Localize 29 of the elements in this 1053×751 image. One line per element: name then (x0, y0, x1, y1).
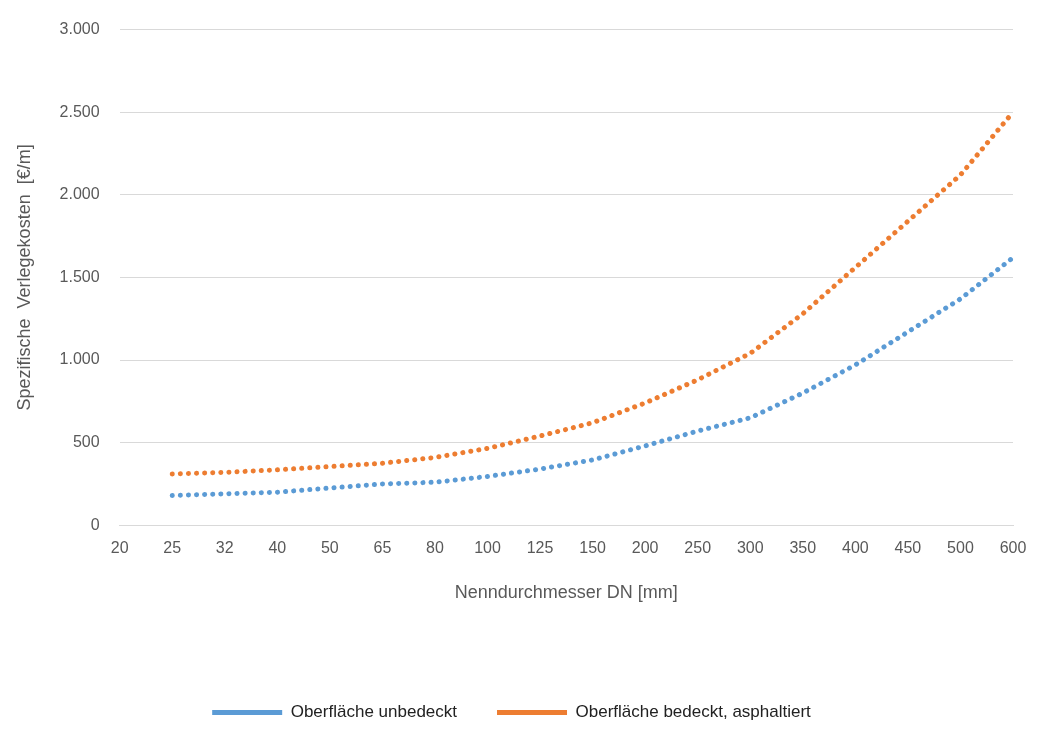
y-tick-label: 1.500 (59, 267, 100, 285)
x-tick-label: 80 (426, 539, 444, 557)
y-tick-label: 2.500 (59, 102, 100, 120)
x-tick-label: 200 (631, 539, 659, 557)
x-tick-label: 400 (842, 539, 869, 557)
x-tick-label: 65 (373, 539, 392, 557)
y-tick-label: 0 (90, 515, 100, 533)
x-tick-label: 50 (320, 539, 339, 557)
y-axis-title: Spezifische Verlegekosten [€/m] (13, 144, 34, 411)
x-tick-label: 100 (474, 539, 501, 557)
x-tick-label: 500 (947, 539, 974, 557)
y-tick-label: 1.000 (59, 350, 100, 368)
x-tick-label: 125 (526, 539, 554, 557)
y-tick-label: 500 (72, 433, 100, 451)
x-tick-label: 32 (215, 539, 234, 557)
x-tick-label: 25 (163, 539, 182, 557)
x-tick-label: 450 (894, 539, 922, 557)
x-tick-label: 150 (579, 539, 607, 557)
x-axis-title: Nenndurchmesser DN [mm] (454, 582, 678, 603)
x-tick-label: 300 (736, 539, 764, 557)
legend-label: Oberfläche bedeckt, asphaltiert (575, 702, 812, 722)
x-tick-label: 20 (110, 539, 129, 557)
y-tick-label: 3.000 (59, 20, 100, 38)
x-tick-label: 350 (789, 539, 817, 557)
x-tick-label: 250 (684, 539, 712, 557)
legend-label: Oberfläche unbedeckt (290, 702, 458, 722)
x-tick-label: 40 (268, 539, 287, 557)
y-tick-label: 2.000 (59, 185, 100, 203)
x-tick-label: 600 (999, 539, 1027, 557)
